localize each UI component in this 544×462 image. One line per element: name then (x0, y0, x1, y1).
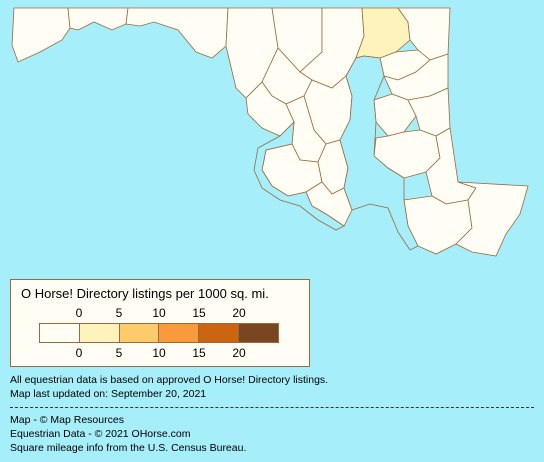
county-allegany[interactable] (67, 7, 129, 31)
legend-tick-top: 0 (75, 306, 83, 320)
legend-tick-bottom: 0 (75, 346, 83, 360)
county-talbot[interactable] (373, 93, 417, 137)
county-worcester[interactable] (455, 181, 529, 257)
legend-swatch (79, 324, 120, 342)
legend-tick-bottom: 5 (115, 346, 123, 360)
chesapeake-bay (339, 55, 419, 251)
map-credit: Map - © Map Resources (10, 414, 124, 426)
legend-swatch (119, 324, 160, 342)
legend: O Horse! Directory listings per 1000 sq.… (10, 279, 310, 367)
legend-swatch (239, 324, 278, 342)
legend-swatch (40, 324, 80, 342)
legend-tick-top: 5 (115, 306, 123, 320)
legend-tick-top: 10 (152, 306, 166, 320)
equestrian-credit: Equestrian Data - © 2021 OHorse.com (10, 428, 191, 440)
legend-tick-top: 20 (232, 306, 246, 320)
potomac-river (253, 120, 345, 231)
legend-tick-bottom: 15 (192, 346, 206, 360)
legend-title: O Horse! Directory listings per 1000 sq.… (21, 286, 269, 301)
legend-tick-bottom: 10 (152, 346, 166, 360)
legend-tick-bottom: 20 (232, 346, 246, 360)
mileage-credit: Square mileage info from the U.S. Census… (10, 442, 247, 454)
county-harford[interactable] (355, 7, 411, 59)
legend-tick-top: 15 (192, 306, 206, 320)
legend-swatch (199, 324, 240, 342)
legend-color-scale (39, 323, 279, 343)
county-garrett[interactable] (11, 7, 71, 63)
last-updated-note: Map last updated on: September 20, 2021 (10, 388, 207, 400)
county-washington[interactable] (125, 7, 229, 59)
maryland-county-map (11, 7, 529, 257)
legend-swatch (159, 324, 200, 342)
divider (10, 407, 534, 408)
data-source-note: All equestrian data is based on approved… (10, 374, 329, 386)
